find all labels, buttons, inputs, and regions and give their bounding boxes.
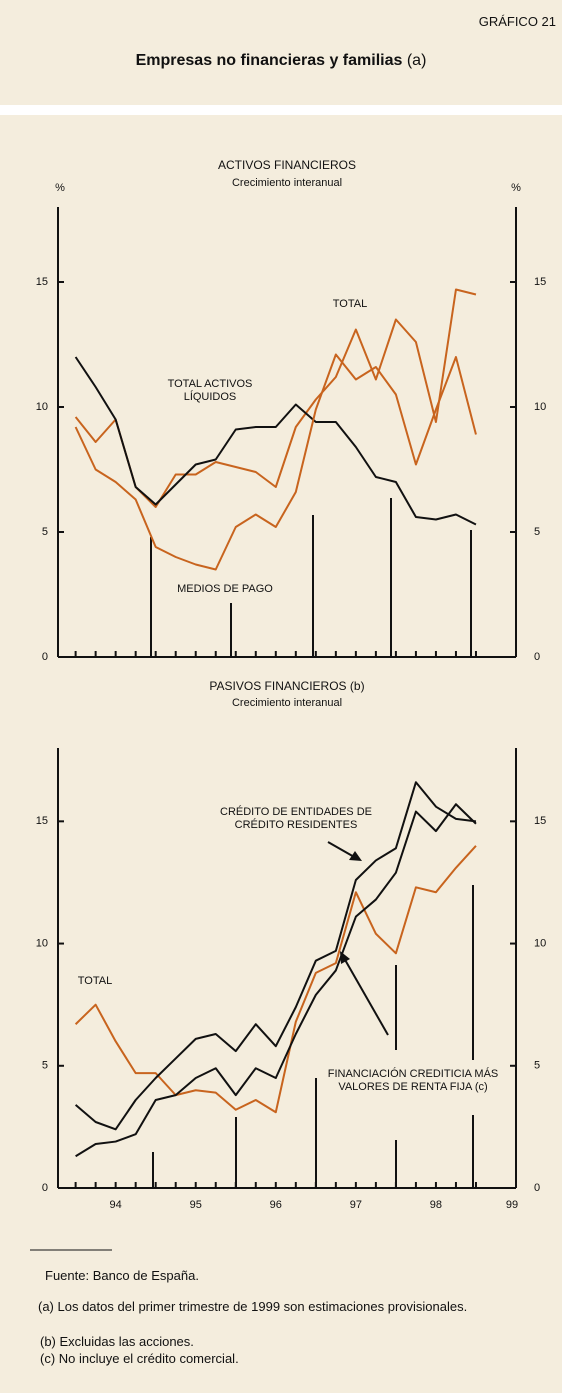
header-panel xyxy=(0,0,562,105)
series-label: TOTAL ACTIVOS LÍQUIDOS xyxy=(167,378,253,403)
page-title: Empresas no financieras y familias (a) xyxy=(0,51,562,71)
series-line xyxy=(74,288,477,508)
x-tick-label: 97 xyxy=(350,1199,362,1211)
x-tick-label: 94 xyxy=(110,1199,122,1211)
x-tick-label: 95 xyxy=(190,1199,202,1211)
source: Fuente: Banco de España. xyxy=(45,1268,199,1283)
y-tick-label: 10 xyxy=(534,401,546,413)
series-line xyxy=(74,781,477,1131)
y-tick-label: 5 xyxy=(42,526,48,538)
series-line xyxy=(74,845,477,1114)
series-line xyxy=(74,356,477,526)
series-label: TOTAL xyxy=(77,975,113,987)
series-line xyxy=(74,353,477,571)
chart-panel xyxy=(0,115,562,1393)
y-tick-label: 5 xyxy=(42,1060,48,1072)
title-note: (a) xyxy=(406,52,427,69)
arrow-head xyxy=(349,851,362,861)
y-tick-label: 0 xyxy=(42,651,48,663)
y-tick-label: 15 xyxy=(534,276,546,288)
chart-subtitle: Crecimiento interanual xyxy=(231,177,343,189)
marker-lines xyxy=(150,498,474,1188)
chart-number: GRÁFICO 21 xyxy=(478,14,556,29)
y-tick-label: 10 xyxy=(36,937,48,949)
y-tick-label: 5 xyxy=(534,1060,540,1072)
y-tick-label: 0 xyxy=(534,1182,540,1194)
series-label: TOTAL xyxy=(332,298,368,310)
y-tick-label: 15 xyxy=(36,276,48,288)
x-tick-label: 96 xyxy=(270,1199,282,1211)
arrow xyxy=(327,841,357,859)
footnote: (b) Excluidas las acciones. xyxy=(40,1334,194,1349)
y-axis-label: % xyxy=(55,182,65,194)
y-tick-label: 15 xyxy=(36,815,48,827)
footnote: (c) No incluye el crédito comercial. xyxy=(40,1351,239,1366)
y-tick-label: 0 xyxy=(42,1182,48,1194)
series-label: CRÉDITO DE ENTIDADES DE CRÉDITO RESIDENT… xyxy=(220,806,372,831)
arrows xyxy=(327,841,389,1036)
y-tick-label: 10 xyxy=(534,937,546,949)
y-tick-label: 0 xyxy=(534,651,540,663)
arrow xyxy=(343,957,389,1036)
y-tick-label: 5 xyxy=(534,526,540,538)
series-line xyxy=(75,803,477,1158)
x-tick-label: 98 xyxy=(430,1199,442,1211)
series-label: MEDIOS DE PAGO xyxy=(177,583,273,595)
footnote: (a) Los datos del primer trimestre de 19… xyxy=(38,1299,468,1314)
chart-title: PASIVOS FINANCIEROS (b) xyxy=(209,679,365,693)
y-tick-label: 10 xyxy=(36,401,48,413)
series-label: FINANCIACIÓN CREDITICIA MÁS VALORES DE R… xyxy=(327,1068,499,1093)
title-text: Empresas no financieras y familias xyxy=(135,52,403,69)
x-tick-label: 99 xyxy=(506,1199,518,1211)
chart-subtitle: Crecimiento interanual xyxy=(231,697,343,709)
y-axis-label: % xyxy=(511,182,521,194)
y-tick-label: 15 xyxy=(534,815,546,827)
chart-title: ACTIVOS FINANCIEROS xyxy=(217,158,357,172)
